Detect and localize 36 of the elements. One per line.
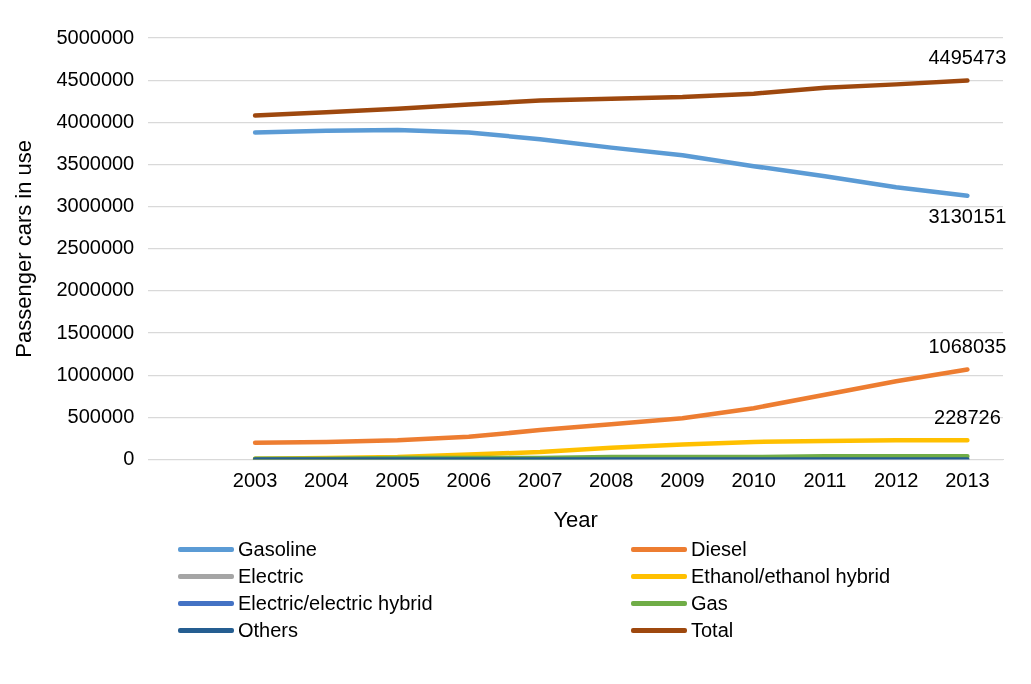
legend-label: Total <box>691 619 734 642</box>
y-tick-label: 500000 <box>67 404 135 427</box>
data-label: 1068035 <box>928 335 1007 358</box>
data-label: 3130151 <box>928 205 1007 228</box>
y-tick-label: 4500000 <box>56 67 135 90</box>
y-axis-title: Passenger cars in use <box>11 139 37 358</box>
legend-label: Diesel <box>691 538 747 561</box>
y-tick-label: 3500000 <box>56 152 135 174</box>
y-tick-label: 1500000 <box>56 320 135 343</box>
legend-label: Gasoline <box>238 538 317 561</box>
y-tick-label: 0 <box>123 447 135 470</box>
legend-label: Gas <box>691 592 728 615</box>
y-tick-label: 5000000 <box>56 25 135 48</box>
legend-label: Others <box>238 619 299 642</box>
legend-label: Electric/electric hybrid <box>238 592 433 615</box>
data-label: 4495473 <box>928 46 1007 69</box>
y-tick-label: 4000000 <box>56 109 135 132</box>
y-tick-label: 1000000 <box>56 362 135 385</box>
x-tick-label: 2004 <box>304 469 349 492</box>
x-tick-label: 2005 <box>375 469 420 492</box>
x-axis-title: Year <box>553 506 598 532</box>
x-tick-label: 2012 <box>873 469 919 492</box>
x-tick-label: 2013 <box>945 469 990 492</box>
legend-label: Electric <box>238 565 304 588</box>
x-tick-label: 2011 <box>803 469 847 492</box>
x-tick-label: 2006 <box>446 469 492 492</box>
x-tick-label: 2007 <box>517 469 563 492</box>
y-tick-label: 2000000 <box>56 278 135 301</box>
x-tick-label: 2003 <box>232 469 278 492</box>
x-tick-label: 2008 <box>588 469 634 492</box>
x-tick-label: 2010 <box>731 469 776 492</box>
y-tick-label: 3000000 <box>56 194 135 217</box>
y-tick-label: 2500000 <box>56 236 135 259</box>
x-tick-label: 2009 <box>660 469 705 492</box>
data-label: 228726 <box>934 405 1001 428</box>
legend-label: Ethanol/ethanol hybrid <box>691 565 891 588</box>
